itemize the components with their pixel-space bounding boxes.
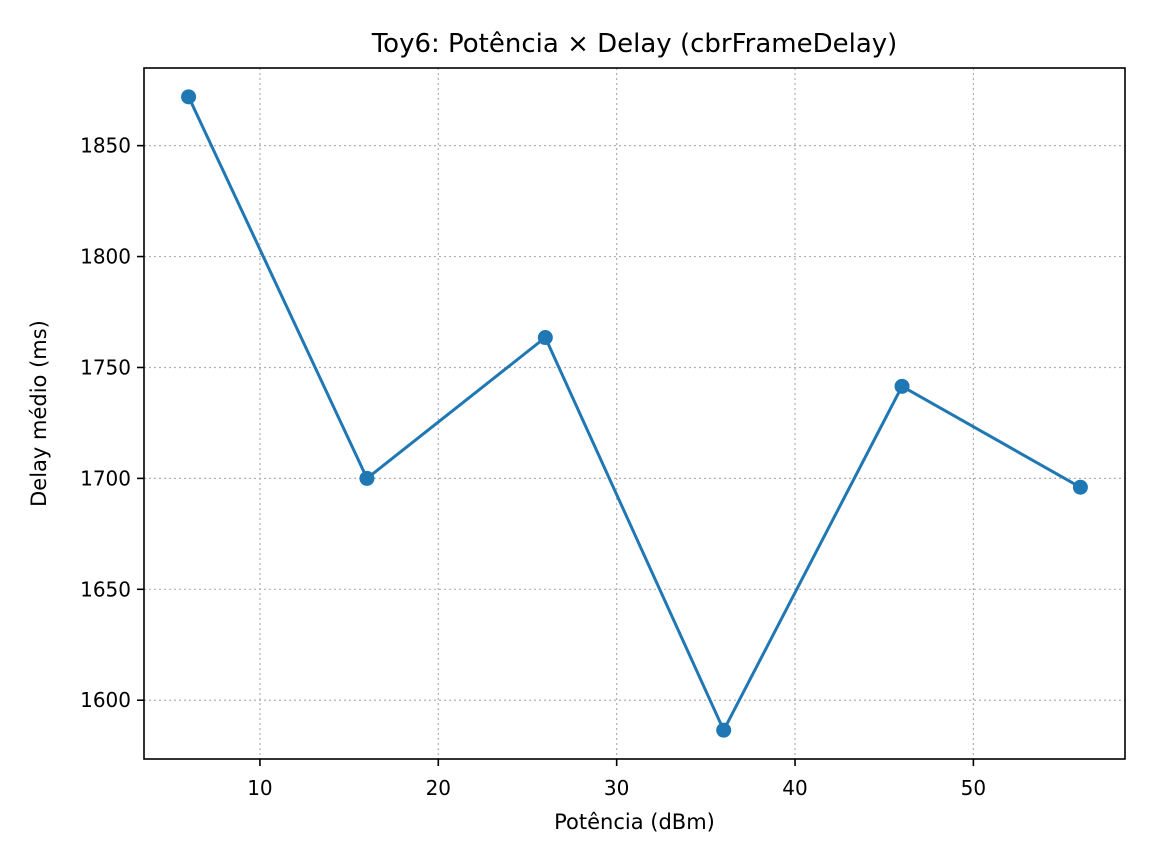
y-axis-ticks: 1600 1650 1700 1750 1800 1850 [80, 134, 144, 712]
plot-frame [143, 67, 1126, 760]
data-point [894, 378, 910, 394]
series-line [187, 96, 1082, 734]
data-point [716, 722, 732, 738]
y-tick-label: 1700 [80, 466, 131, 490]
x-tick-label: 10 [247, 776, 272, 800]
chart-title: Toy6: Potência × Delay (cbrFrameDelay) [371, 29, 898, 59]
y-tick-label: 1650 [80, 577, 131, 601]
x-tick-label: 30 [604, 776, 629, 800]
data-point [359, 470, 375, 486]
y-tick-label: 1850 [80, 134, 131, 158]
grid [144, 68, 1125, 759]
data-point [537, 330, 553, 346]
y-tick-label: 1800 [80, 245, 131, 269]
x-tick-label: 20 [426, 776, 451, 800]
y-tick-label: 1600 [80, 688, 131, 712]
data-point [181, 89, 197, 105]
x-tick-label: 50 [961, 776, 986, 800]
y-axis-label: Delay médio (ms) [27, 320, 51, 507]
series-layer [181, 89, 1088, 738]
x-tick-label: 40 [782, 776, 807, 800]
y-tick-label: 1750 [80, 355, 131, 379]
data-point [1072, 479, 1088, 495]
x-axis-ticks: 10 20 30 40 50 [247, 759, 986, 800]
x-axis-label: Potência (dBm) [554, 810, 715, 834]
